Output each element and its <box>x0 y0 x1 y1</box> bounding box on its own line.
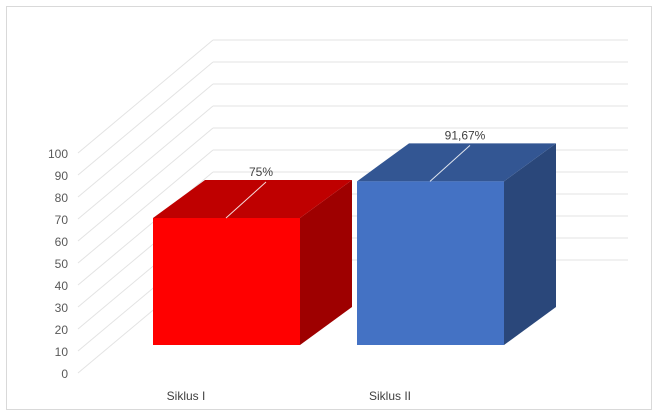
bar-side <box>300 180 352 345</box>
y-tick-label: 30 <box>55 301 69 315</box>
y-tick-label: 40 <box>55 279 69 293</box>
bar <box>357 181 504 345</box>
bar-side <box>504 143 556 345</box>
gridline-diagonal <box>77 149 214 264</box>
y-tick-label: 70 <box>55 213 69 227</box>
y-tick-label: 60 <box>55 235 69 249</box>
x-category-label: Siklus I <box>167 389 206 403</box>
data-label: 91,67% <box>445 128 486 142</box>
gridline-diagonal <box>77 127 214 242</box>
y-tick-label: 100 <box>48 147 68 161</box>
bars <box>153 143 556 345</box>
leader-line <box>429 144 471 182</box>
y-axis: 0 10 20 30 40 50 60 70 80 90 100 <box>48 147 68 381</box>
gridline-diagonal <box>77 105 214 220</box>
bar-top <box>357 143 556 182</box>
leader-line <box>225 181 267 219</box>
y-tick-label: 0 <box>61 367 68 381</box>
y-tick-label: 50 <box>55 257 69 271</box>
gridline-diagonal <box>77 61 214 176</box>
bar <box>153 218 300 345</box>
y-tick-label: 10 <box>55 345 69 359</box>
labels: 75% Siklus I 91,67% Siklus II <box>167 128 486 403</box>
gridline-diagonal <box>77 83 214 198</box>
x-category-label: Siklus II <box>369 389 411 403</box>
y-tick-label: 90 <box>55 169 69 183</box>
data-label: 75% <box>249 165 273 179</box>
y-tick-label: 20 <box>55 323 69 337</box>
gridline-diagonal <box>77 39 214 154</box>
y-tick-label: 80 <box>55 191 69 205</box>
bar-top <box>153 180 352 218</box>
